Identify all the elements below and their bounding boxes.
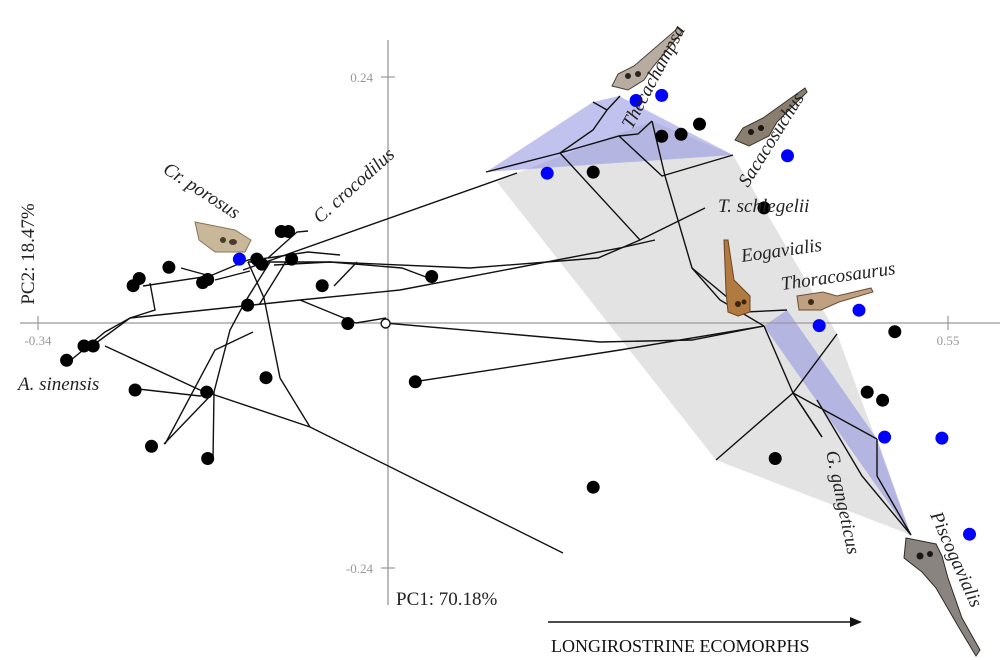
y-tick-label-max: 0.24: [350, 70, 373, 85]
tip-point-10: [162, 260, 176, 274]
hull-longirostrine-upper: [486, 96, 733, 172]
longirostrine-tip-point-34: [781, 149, 794, 163]
longirostrine-tip-point-30: [655, 88, 669, 102]
longirostrine-tip-point-27: [540, 166, 554, 180]
y-axis-label: PC2: 18.47%: [18, 203, 39, 305]
hull-longirostrine-lower: [764, 310, 911, 535]
tip-point-31: [655, 129, 669, 143]
longirostrine-tip-point-29: [629, 94, 643, 107]
tip-point-40: [876, 393, 890, 407]
longirostrine-tip-point-41: [878, 430, 892, 444]
y-tick-label-min: -0.24: [346, 561, 374, 576]
tip-point-43: [768, 452, 782, 465]
tip-point-28: [586, 165, 600, 179]
tip-point-18: [282, 225, 295, 238]
taxon-label-cr-porosus: Cr. porosus: [159, 159, 243, 224]
longirostrine-tip-point-13: [232, 252, 246, 266]
tip-point-15: [255, 257, 269, 271]
tip-point-32: [674, 127, 688, 141]
ecomorph-arrow-label: LONGIROSTRINE ECOMORPHS: [551, 636, 810, 656]
origin-node-point: [380, 318, 391, 329]
tip-point-3: [86, 339, 100, 353]
thecachampsa-skull-icon: [611, 27, 683, 91]
hull-non-longirostrine: [497, 121, 911, 535]
taxon-label-t-schlegelii: T. schlegelii: [718, 196, 809, 217]
tip-point-35: [757, 201, 771, 215]
tip-point-25: [408, 375, 422, 389]
tip-point-2: [77, 339, 91, 353]
thoracosaurus-skull-icon: [796, 287, 874, 311]
tip-point-7: [200, 385, 214, 399]
tip-points: [60, 88, 976, 541]
tip-point-9: [132, 272, 146, 285]
tip-point-23: [341, 317, 355, 330]
ecomorph-arrow-head: [850, 617, 862, 627]
sacacosuchus-skull-icon: [734, 87, 808, 147]
tip-point-21: [425, 270, 439, 283]
tip-point-39: [860, 385, 874, 399]
tip-point-1: [60, 353, 74, 367]
taxon-label-thoracosaurus: Thoracosaurus: [780, 258, 897, 295]
longirostrine-tip-point-42: [935, 431, 949, 445]
porosus-skull-icon: [194, 221, 252, 253]
x-tick-label-max: 0.55: [937, 333, 960, 348]
taxon-label-a-sinensis: A. sinensis: [16, 374, 99, 395]
tip-point-26: [586, 480, 600, 494]
tip-point-19: [285, 252, 299, 266]
tip-point-33: [693, 117, 706, 131]
tip-point-6: [201, 452, 215, 465]
tip-point-20: [315, 279, 329, 293]
tip-point-5: [145, 439, 158, 453]
eogavialis-skull-icon: [723, 239, 751, 317]
x-axis-label: PC1: 70.18%: [396, 589, 498, 610]
x-tick-label-min: -0.34: [24, 333, 52, 348]
tip-point-16: [241, 298, 255, 312]
tip-point-12: [201, 273, 215, 286]
piscogavialis-skull-icon: [903, 537, 981, 657]
longirostrine-tip-point-36: [852, 303, 866, 317]
taxon-label-c-crocodilus: C. crocodilus: [309, 144, 399, 228]
tip-point-38: [888, 325, 902, 339]
tip-point-4: [128, 383, 142, 397]
longirostrine-tip-point-37: [812, 319, 826, 333]
longirostrine-tip-point-44: [963, 527, 976, 541]
tip-point-22: [259, 371, 273, 385]
